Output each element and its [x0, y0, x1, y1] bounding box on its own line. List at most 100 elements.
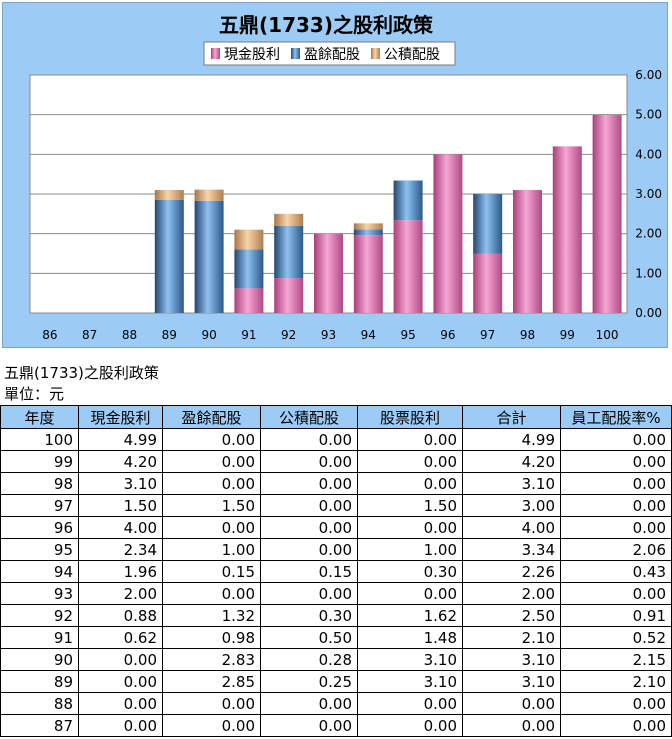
table-cell: 99 [0, 450, 79, 473]
legend-box [203, 41, 456, 66]
table-cell: 97 [0, 494, 79, 517]
table-cell: 0.50 [260, 626, 358, 649]
table-cell: 0.00 [357, 692, 463, 715]
table-row: 96 4.00 0.00 0.00 0.00 4.00 0.00 [0, 516, 672, 539]
bar-earnings-stock [274, 225, 304, 279]
table-cell: 0.00 [260, 494, 358, 517]
table-cell: 0.00 [260, 472, 358, 495]
table-cell: 0.00 [560, 450, 672, 473]
legend-swatch-cash [211, 48, 220, 59]
table-cell: 95 [0, 538, 79, 561]
table-cell: 0.00 [560, 494, 672, 517]
table-cell: 2.26 [462, 560, 561, 583]
x-tick-label: 95 [400, 328, 415, 342]
legend-label: 公積配股 [384, 47, 440, 63]
x-tick-label: 87 [82, 328, 97, 342]
table-row: 92 0.88 1.32 0.30 1.62 2.50 0.91 [0, 604, 672, 627]
table-cell: 3.10 [462, 648, 561, 671]
table-cell: 1.50 [357, 494, 463, 517]
bar-earnings-stock [393, 180, 423, 221]
table-cell: 2.10 [462, 626, 561, 649]
table-cell: 0.00 [162, 516, 261, 539]
column-header: 股票股利 [357, 405, 463, 429]
x-tick-label: 92 [281, 328, 296, 342]
bar-capital-stock [353, 223, 383, 230]
chart-legend: 現金股利 盈餘配股 公積配股 [203, 41, 456, 66]
table-cell: 0.30 [357, 560, 463, 583]
table-cell: 0.00 [78, 648, 163, 671]
table-row: 87 0.00 0.00 0.00 0.00 0.00 0.00 [0, 714, 672, 737]
table-row: 97 1.50 1.50 0.00 1.50 3.00 0.00 [0, 494, 672, 517]
table-cell: 0.00 [560, 516, 672, 539]
table-cell: 0.00 [162, 450, 261, 473]
y-axis-ticks: 0.00 1.00 2.00 3.00 4.00 5.00 6.00 [635, 68, 662, 320]
table-cell: 0.00 [560, 692, 672, 715]
bar-earnings-stock [194, 200, 224, 313]
table-cell: 0.91 [560, 604, 672, 627]
table-cell: 2.06 [560, 538, 672, 561]
x-tick-label: 93 [321, 328, 336, 342]
table-cell: 0.00 [357, 428, 463, 451]
table-cell: 0.00 [357, 582, 463, 605]
x-tick-label: 94 [361, 328, 376, 342]
table-cell: 1.50 [162, 494, 261, 517]
table-cell: 0.62 [78, 626, 163, 649]
bar-cash-dividend [592, 115, 622, 314]
bar-earnings-stock [473, 194, 503, 254]
table-cell: 0.00 [260, 538, 358, 561]
bar-capital-stock [274, 213, 304, 226]
table-cell: 0.98 [162, 626, 261, 649]
table-cell: 0.25 [260, 670, 358, 693]
y-tick-label: 3.00 [635, 187, 662, 201]
bar-capital-stock [234, 229, 264, 250]
table-cell: 1.32 [162, 604, 261, 627]
table-cell: 0.00 [260, 714, 358, 737]
legend-label: 現金股利 [224, 47, 280, 63]
table-cell: 96 [0, 516, 79, 539]
table-cell: 89 [0, 670, 79, 693]
table-cell: 94 [0, 560, 79, 583]
bar-cash-dividend [473, 253, 503, 313]
x-axis-ticks: 86 87 88 89 90 91 92 93 94 95 96 97 98 99 100 [42, 328, 618, 342]
bar-cash-dividend [513, 190, 542, 313]
table-cell: 0.00 [462, 714, 561, 737]
table-cell: 0.52 [560, 626, 672, 649]
table-cell: 0.00 [357, 450, 463, 473]
table-cell: 3.10 [357, 648, 463, 671]
table-cell: 98 [0, 472, 79, 495]
table-cell: 2.50 [462, 604, 561, 627]
table-cell: 0.00 [78, 670, 163, 693]
y-tick-label: 5.00 [635, 108, 662, 122]
table-row: 95 2.34 1.00 0.00 1.00 3.34 2.06 [0, 538, 672, 561]
x-tick-label: 99 [560, 328, 575, 342]
table-cell: 4.00 [78, 516, 163, 539]
x-tick-label: 100 [596, 328, 619, 342]
table-cell: 3.10 [357, 670, 463, 693]
x-tick-label: 97 [480, 328, 495, 342]
table-cell: 4.99 [462, 428, 561, 451]
column-header: 合計 [462, 405, 561, 429]
table-cell: 2.83 [162, 648, 261, 671]
table-cell: 3.00 [462, 494, 561, 517]
table-cell: 0.00 [560, 714, 672, 737]
table-cell: 88 [0, 692, 79, 715]
column-header: 公積配股 [260, 405, 358, 429]
bar-cash-dividend [274, 278, 304, 313]
table-cell: 0.30 [260, 604, 358, 627]
table-row: 98 3.10 0.00 0.00 0.00 3.10 0.00 [0, 472, 672, 495]
table-cell: 1.96 [78, 560, 163, 583]
column-header: 員工配股率% [560, 405, 672, 429]
table-cell: 0.28 [260, 648, 358, 671]
table-cell: 0.00 [357, 472, 463, 495]
table-cell: 0.00 [260, 516, 358, 539]
legend-swatch-earnings [291, 48, 300, 59]
table-cell: 1.48 [357, 626, 463, 649]
column-header: 盈餘配股 [162, 405, 261, 429]
table-cell: 1.62 [357, 604, 463, 627]
bars [154, 115, 622, 314]
table-row: 93 2.00 0.00 0.00 0.00 2.00 0.00 [0, 582, 672, 605]
table-cell: 0.00 [357, 516, 463, 539]
table-cell: 2.15 [560, 648, 672, 671]
table-cell: 0.00 [462, 692, 561, 715]
table-row: 99 4.20 0.00 0.00 0.00 4.20 0.00 [0, 450, 672, 473]
